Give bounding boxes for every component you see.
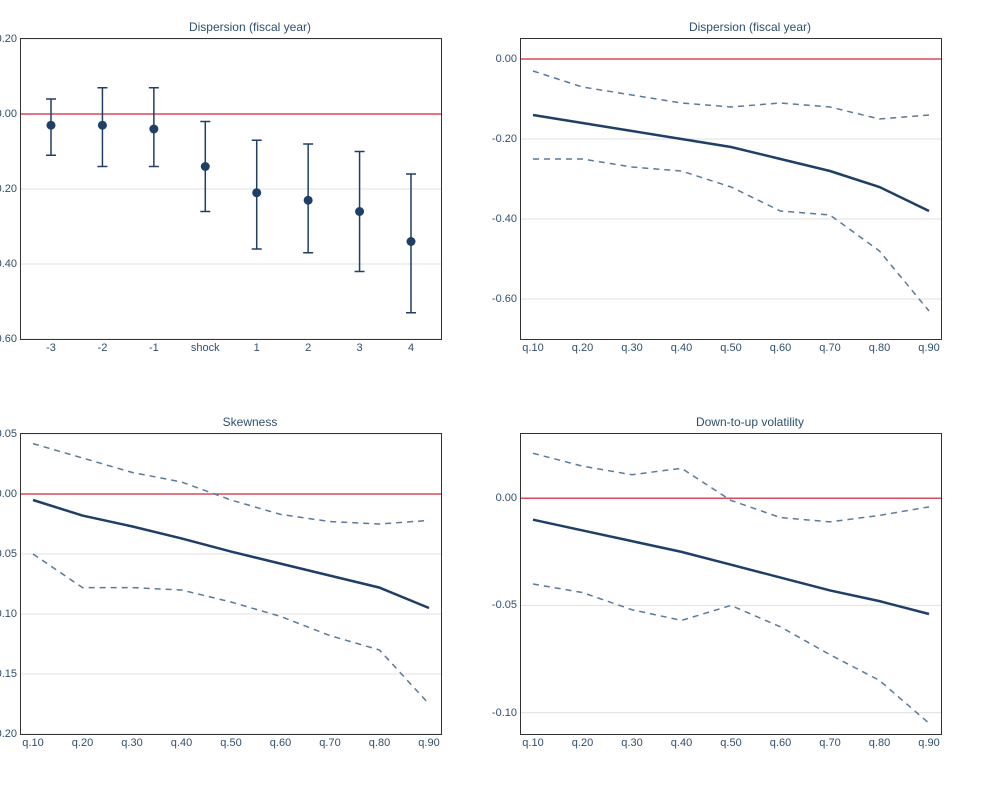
xtick-label: -2 bbox=[98, 342, 108, 354]
plot-area: -0.20-0.15-0.10-0.050.000.05q.10q.20q.30… bbox=[20, 433, 442, 735]
panel-down-to-up-volatility: Down-to-up volatility -0.10-0.050.00q.10… bbox=[520, 415, 980, 780]
chart-grid: Dispersion (fiscal year) -0.60-0.40-0.20… bbox=[20, 20, 980, 780]
ytick-label: -0.10 bbox=[492, 707, 517, 719]
xtick-label: q.40 bbox=[171, 737, 192, 749]
xtick-label: q.30 bbox=[121, 737, 142, 749]
ytick-label: 0.05 bbox=[0, 428, 17, 440]
xtick-label: q.20 bbox=[572, 737, 593, 749]
ytick-label: 0.00 bbox=[496, 492, 517, 504]
xtick-label: q.10 bbox=[522, 342, 543, 354]
xtick-label: q.50 bbox=[720, 342, 741, 354]
ytick-label: -0.60 bbox=[492, 293, 517, 305]
xtick-label: q.10 bbox=[22, 737, 43, 749]
panel-title: Dispersion (fiscal year) bbox=[520, 20, 980, 34]
xtick-label: shock bbox=[191, 342, 220, 354]
xtick-label: q.90 bbox=[918, 737, 939, 749]
xtick-label: q.70 bbox=[319, 737, 340, 749]
ytick-label: 0.20 bbox=[0, 33, 17, 45]
xtick-label: q.50 bbox=[720, 737, 741, 749]
plot-area: -0.10-0.050.00q.10q.20q.30q.40q.50q.60q.… bbox=[520, 433, 942, 735]
xtick-label: q.80 bbox=[869, 737, 890, 749]
plot-area: -0.60-0.40-0.200.00q.10q.20q.30q.40q.50q… bbox=[520, 38, 942, 340]
panel-title: Down-to-up volatility bbox=[520, 415, 980, 429]
xtick-label: q.30 bbox=[621, 342, 642, 354]
plot-area: -0.60-0.40-0.200.000.20-3-2-1shock1234 bbox=[20, 38, 442, 340]
xtick-label: q.80 bbox=[869, 342, 890, 354]
xtick-label: q.30 bbox=[621, 737, 642, 749]
xtick-label: q.70 bbox=[819, 737, 840, 749]
xtick-label: q.40 bbox=[671, 342, 692, 354]
panel-dispersion-errorbar: Dispersion (fiscal year) -0.60-0.40-0.20… bbox=[20, 20, 480, 385]
xtick-label: q.20 bbox=[572, 342, 593, 354]
ytick-label: -0.60 bbox=[0, 333, 17, 345]
xtick-label: 1 bbox=[254, 342, 260, 354]
panel-dispersion-line: Dispersion (fiscal year) -0.60-0.40-0.20… bbox=[520, 20, 980, 385]
ytick-label: -0.20 bbox=[0, 183, 17, 195]
ytick-label: -0.40 bbox=[492, 213, 517, 225]
ytick-label: -0.05 bbox=[0, 548, 17, 560]
xtick-label: q.80 bbox=[369, 737, 390, 749]
ytick-label: -0.15 bbox=[0, 668, 17, 680]
ytick-label: -0.20 bbox=[0, 728, 17, 740]
xtick-label: q.60 bbox=[770, 342, 791, 354]
xtick-label: 3 bbox=[357, 342, 363, 354]
ytick-label: -0.20 bbox=[492, 133, 517, 145]
ytick-label: -0.10 bbox=[0, 608, 17, 620]
xtick-label: q.20 bbox=[72, 737, 93, 749]
ytick-label: 0.00 bbox=[496, 53, 517, 65]
xtick-label: -3 bbox=[46, 342, 56, 354]
xtick-label: 2 bbox=[305, 342, 311, 354]
ytick-label: -0.40 bbox=[0, 258, 17, 270]
xtick-label: 4 bbox=[408, 342, 414, 354]
xtick-label: q.10 bbox=[522, 737, 543, 749]
xtick-label: q.90 bbox=[918, 342, 939, 354]
xtick-label: q.70 bbox=[819, 342, 840, 354]
xtick-label: q.90 bbox=[418, 737, 439, 749]
xtick-label: q.60 bbox=[770, 737, 791, 749]
xtick-label: q.60 bbox=[270, 737, 291, 749]
xtick-label: -1 bbox=[149, 342, 159, 354]
panel-skewness: Skewness -0.20-0.15-0.10-0.050.000.05q.1… bbox=[20, 415, 480, 780]
xtick-label: q.40 bbox=[671, 737, 692, 749]
panel-title: Dispersion (fiscal year) bbox=[20, 20, 480, 34]
ytick-label: -0.05 bbox=[492, 599, 517, 611]
panel-title: Skewness bbox=[20, 415, 480, 429]
xtick-label: q.50 bbox=[220, 737, 241, 749]
ytick-label: 0.00 bbox=[0, 108, 17, 120]
ytick-label: 0.00 bbox=[0, 488, 17, 500]
